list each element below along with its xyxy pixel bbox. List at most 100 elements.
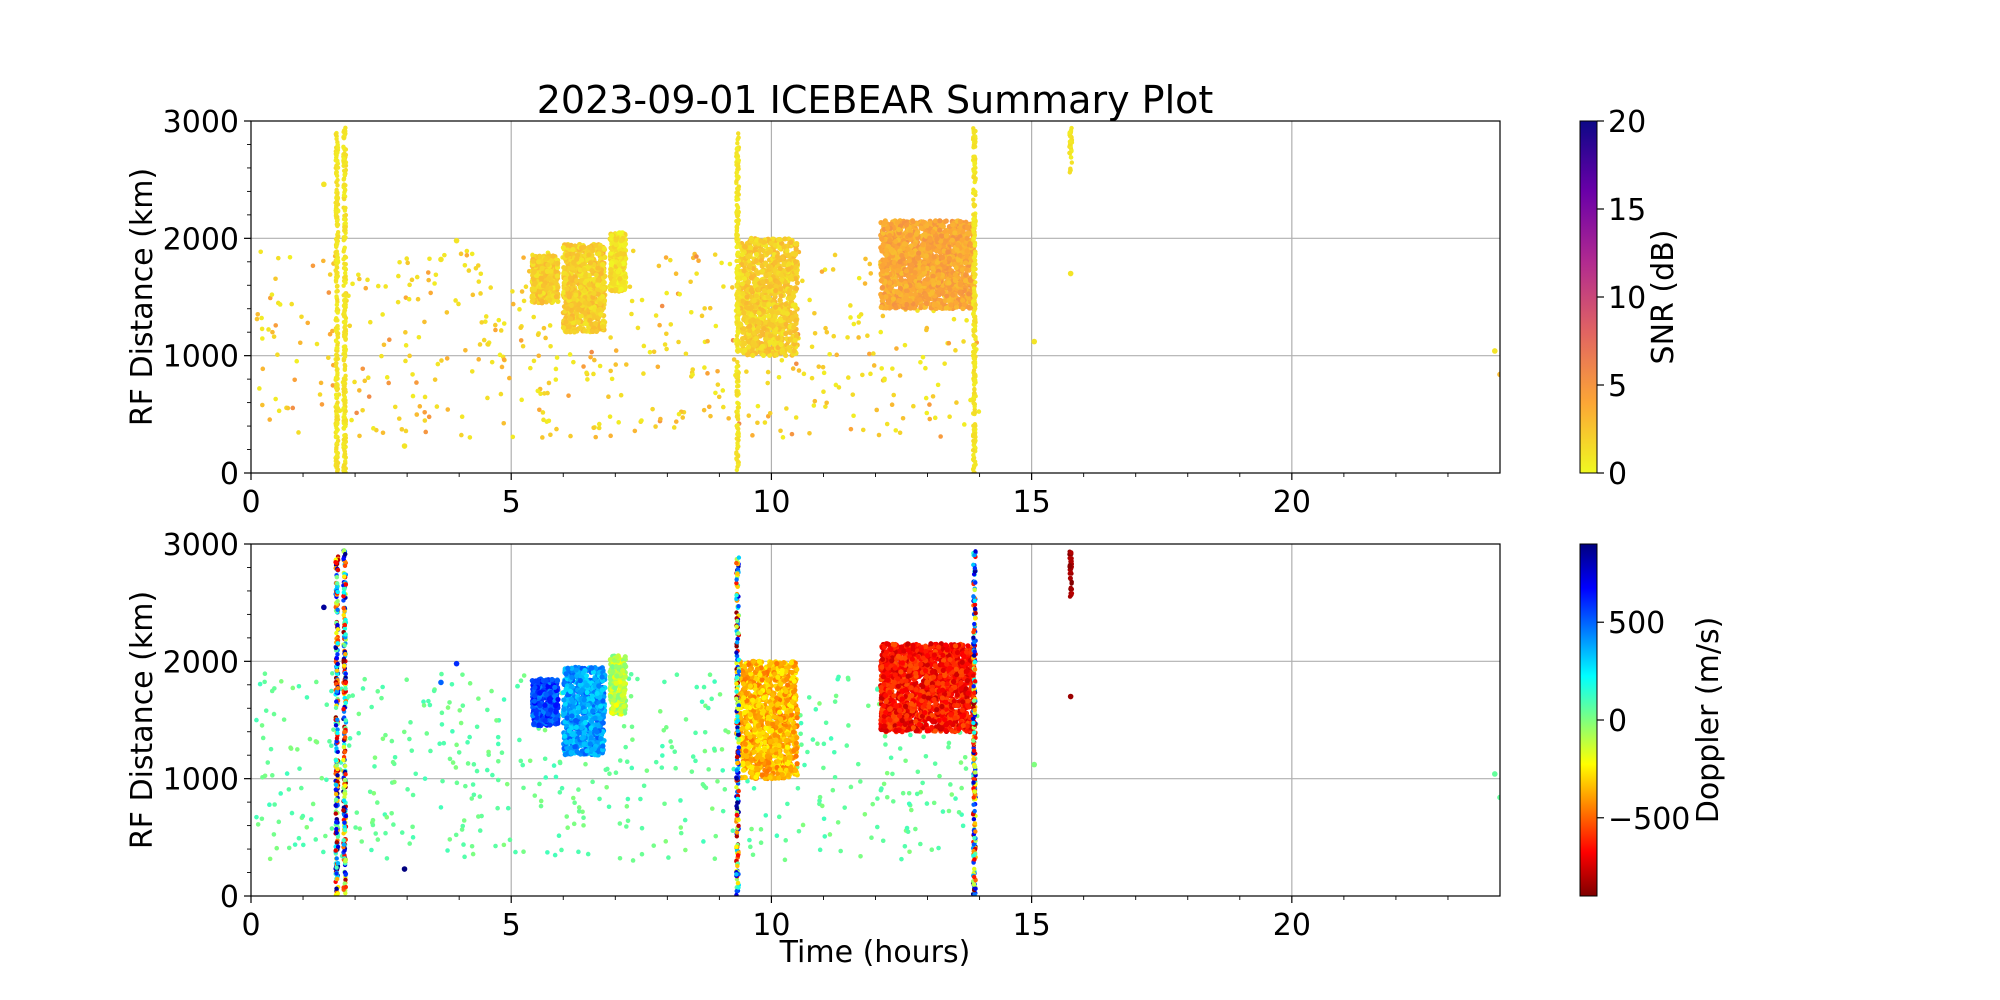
scatter-point (641, 343, 647, 349)
cluster-point (740, 290, 746, 297)
cluster-point (749, 347, 755, 353)
scatter-point (366, 394, 372, 399)
scatter-point (395, 299, 401, 305)
cluster-point (784, 311, 790, 317)
scatter-point (548, 343, 553, 349)
scatter-point (865, 333, 870, 338)
cluster-point (888, 247, 894, 254)
scatter-point (327, 272, 333, 277)
cluster-point (887, 232, 893, 239)
scatter-point (571, 359, 576, 365)
cluster-point (561, 289, 567, 295)
cluster-point (883, 247, 889, 253)
cluster-point (587, 244, 593, 250)
cluster-point (761, 288, 767, 294)
cluster-point (562, 276, 569, 282)
scatter-point (673, 271, 679, 276)
scatter-point (789, 431, 795, 437)
cluster-point (915, 255, 921, 261)
cluster-point (879, 236, 885, 242)
streak-point (335, 158, 340, 163)
cluster-point (563, 319, 569, 325)
streak-point (342, 270, 348, 276)
cluster-point (582, 272, 589, 278)
scatter-point (880, 313, 886, 319)
scatter-point (976, 409, 982, 414)
cluster-point (930, 278, 936, 284)
cluster-point (933, 302, 939, 308)
cluster-point (949, 237, 955, 243)
scatter-point (938, 434, 943, 439)
scatter-point (521, 255, 526, 260)
scatter-point (889, 402, 895, 408)
cluster-point (942, 228, 948, 234)
cluster-point (587, 260, 593, 266)
streak-point (334, 302, 340, 308)
scatter-point (593, 434, 599, 440)
scatter-point (680, 415, 686, 420)
cluster-point (880, 268, 886, 274)
scatter-point (920, 354, 926, 360)
cluster-point (765, 293, 771, 300)
scatter-point (498, 328, 504, 333)
cluster-point (953, 265, 959, 271)
cluster-point (777, 245, 783, 251)
cluster-point (781, 261, 787, 267)
scatter-point (384, 375, 390, 380)
scatter-point (755, 403, 761, 409)
scatter-point (422, 418, 428, 423)
scatter-point (292, 377, 297, 383)
cluster-point (903, 222, 909, 228)
cluster-point (622, 241, 629, 247)
scatter-point (544, 419, 550, 424)
cluster-point (758, 238, 764, 244)
cluster-point (909, 249, 915, 256)
cluster-point (577, 325, 583, 331)
cluster-point (561, 270, 567, 276)
cluster-point (574, 252, 581, 258)
cluster-point (910, 219, 916, 225)
streak-point (342, 172, 347, 177)
cluster-point (530, 297, 536, 303)
cluster-point (775, 310, 781, 316)
cluster-point (565, 306, 571, 312)
scatter-point (932, 415, 938, 421)
scatter-point (608, 433, 613, 439)
cluster-point (963, 272, 969, 278)
scatter-point (520, 343, 526, 349)
cluster-point (887, 237, 893, 243)
scatter-point (821, 389, 826, 395)
scatter-point (568, 433, 573, 439)
scatter-point (414, 380, 419, 385)
scatter-point (439, 358, 444, 363)
cluster-point (881, 220, 887, 226)
scatter-point (271, 334, 277, 339)
cluster-point (594, 286, 600, 292)
scatter-point (538, 391, 543, 397)
cluster-point (595, 265, 601, 271)
scatter-point (478, 291, 483, 296)
scatter-point (776, 374, 782, 380)
scatter-point (543, 335, 548, 341)
scatter-point (879, 366, 884, 371)
scatter-point (422, 394, 428, 400)
cluster-point (754, 269, 760, 275)
streak-point (335, 461, 340, 466)
cluster-point (590, 294, 596, 300)
cluster-point (959, 237, 965, 243)
scatter-point (521, 298, 527, 304)
scatter-point (812, 310, 817, 316)
cluster-point (773, 287, 779, 294)
streak-point (333, 317, 338, 323)
scatter-point (706, 404, 712, 410)
scatter-point (871, 351, 876, 356)
cluster-point (777, 236, 783, 243)
scatter-point (809, 375, 815, 381)
cluster-point (564, 252, 570, 258)
scatter-point (435, 361, 441, 367)
cluster-point (964, 253, 970, 259)
scatter-point (275, 352, 280, 358)
cluster-point (788, 336, 794, 342)
cluster-point (542, 256, 549, 262)
cluster-point (791, 348, 797, 354)
